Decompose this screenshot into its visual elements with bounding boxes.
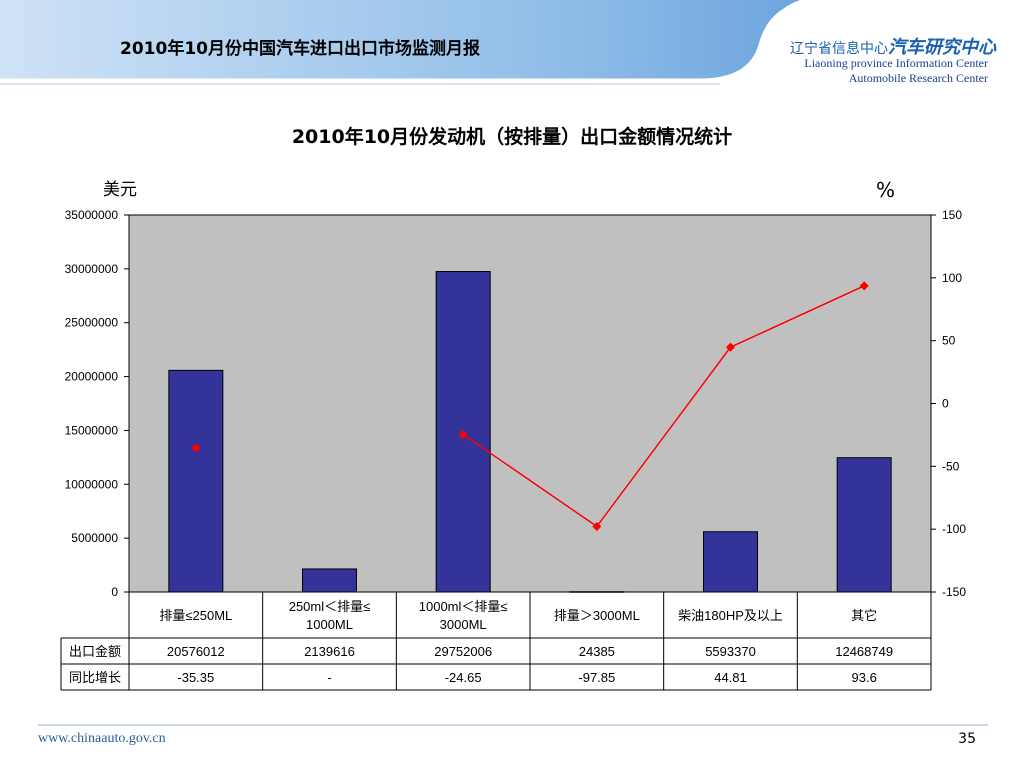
table-cell-yoy-growth: 93.6: [852, 670, 877, 685]
right-axis-tick-label: 100: [942, 271, 962, 285]
bar-export-amount: [168, 369, 224, 593]
left-axis-tick-label: 15000000: [65, 423, 119, 437]
org-name-cn-big: 汽车研究中心: [888, 37, 996, 58]
bar-export-amount: [302, 568, 357, 593]
right-axis-tick-label: 150: [942, 208, 962, 222]
left-axis-tick-label: 25000000: [65, 316, 119, 330]
category-label: 3000ML: [440, 617, 487, 632]
table-cell-export-amount: 20576012: [167, 644, 225, 659]
category-label: 排量≤250ML: [159, 608, 232, 623]
report-title: 2010年10月份中国汽车进口出口市场监测月报: [120, 39, 480, 59]
category-label: 250ml＜排量≤: [289, 599, 371, 614]
table-row-label-yoy-growth: 同比增长: [69, 670, 121, 685]
chart-title: 2010年10月份发动机（按排量）出口金额情况统计: [291, 126, 733, 148]
right-axis-tick-label: -150: [942, 585, 966, 599]
plot-area: [128, 214, 932, 593]
table-cell-yoy-growth: -24.65: [445, 670, 482, 685]
org-name-cn: 辽宁省信息中心汽车研究中心: [790, 33, 996, 59]
table-cell-export-amount: 24385: [579, 644, 615, 659]
table-row-label-export-amount: 出口金额: [69, 644, 121, 659]
right-axis-tick-label: 50: [942, 334, 956, 348]
left-axis-tick-label: 20000000: [65, 370, 119, 384]
footer-divider: [38, 724, 988, 726]
category-label: 排量＞3000ML: [554, 608, 640, 623]
left-axis-tick-label: 30000000: [65, 262, 119, 276]
left-axis-tick-label: 5000000: [71, 531, 118, 545]
right-axis-tick-label: -50: [942, 459, 960, 473]
org-name-cn-small: 辽宁省信息中心: [790, 41, 888, 57]
category-label: 其它: [851, 608, 877, 623]
table-cell-yoy-growth: -97.85: [578, 670, 615, 685]
header-banner: 2010年10月份中国汽车进口出口市场监测月报 辽宁省信息中心汽车研究中心 Li…: [0, 0, 1024, 100]
footer-url: www.chinaauto.gov.cn: [38, 731, 166, 746]
org-name-en-line2: Automobile Research Center: [848, 71, 988, 85]
table-cell-export-amount: 2139616: [304, 644, 355, 659]
left-axis-tick-label: 35000000: [65, 208, 119, 222]
left-axis-unit: 美元: [103, 180, 137, 200]
bar-export-amount: [703, 531, 758, 593]
bar-export-amount: [836, 457, 892, 593]
table-cell-yoy-growth: -35.35: [177, 670, 214, 685]
table-cell-export-amount: 5593370: [705, 644, 756, 659]
category-label: 1000ML: [306, 617, 353, 632]
category-label: 柴油180HP及以上: [678, 608, 783, 623]
left-axis-tick-label: 10000000: [65, 477, 119, 491]
table-cell-yoy-growth: 44.81: [714, 670, 747, 685]
header-graphic: [0, 0, 1024, 85]
right-axis-tick-label: -100: [942, 522, 966, 536]
line-point-yoy-growth: [191, 443, 201, 453]
page-number: 35: [958, 731, 976, 747]
org-name-en-line1: Liaoning province Information Center: [804, 56, 988, 70]
right-axis-unit: %: [876, 178, 896, 202]
table-cell-export-amount: 12468749: [835, 644, 893, 659]
left-axis-tick-label: 0: [111, 585, 118, 599]
line-point-yoy-growth: [592, 521, 602, 531]
bar-export-amount: [569, 591, 625, 593]
right-axis-tick-label: 0: [942, 397, 949, 411]
category-label: 1000ml＜排量≤: [419, 599, 508, 614]
table-cell-export-amount: 29752006: [434, 644, 492, 659]
table-cell-yoy-growth: -: [327, 670, 331, 685]
line-yoy-growth-run: [462, 285, 865, 528]
